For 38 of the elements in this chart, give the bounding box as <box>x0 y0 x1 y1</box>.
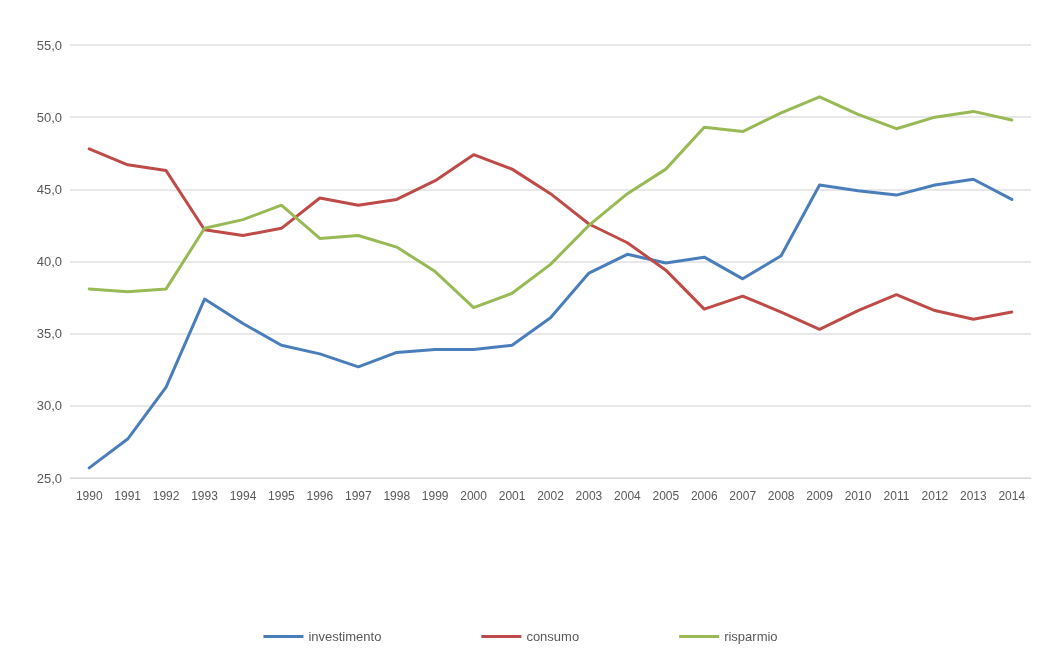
y-tick-label: 25,0 <box>36 470 62 486</box>
y-tick-label: 55,0 <box>36 37 62 53</box>
y-tick-label: 35,0 <box>36 326 62 342</box>
x-tick-label: 1993 <box>191 489 219 503</box>
legend-label: risparmio <box>724 629 778 644</box>
y-tick-label: 30,0 <box>36 398 62 414</box>
x-tick-label: 2009 <box>806 489 834 503</box>
x-tick-label: 1994 <box>229 489 257 503</box>
legend-label: consumo <box>526 629 580 644</box>
x-tick-label: 2001 <box>498 489 526 503</box>
x-tick-label: 2005 <box>652 489 680 503</box>
x-tick-label: 1999 <box>421 489 449 503</box>
x-tick-label: 1997 <box>344 489 372 503</box>
line-series <box>87 177 1014 470</box>
x-tick-label: 2013 <box>959 489 988 503</box>
x-tick-label: 2012 <box>921 489 949 503</box>
line-series <box>87 95 1014 310</box>
x-tick-label: 2000 <box>460 489 488 503</box>
x-tick-label: 2006 <box>690 489 718 503</box>
x-tick-label: 2004 <box>614 489 642 503</box>
x-tick-label: 2003 <box>575 489 603 503</box>
x-tick-label: 1990 <box>75 489 103 503</box>
x-tick-label: 2014 <box>998 489 1026 503</box>
y-tick-label: 50,0 <box>36 109 62 125</box>
line-series <box>87 147 1014 331</box>
x-tick-label: 2002 <box>537 489 565 503</box>
x-tick-label: 1998 <box>383 489 411 503</box>
x-tick-label: 2010 <box>844 489 872 503</box>
y-tick-label: 40,0 <box>36 254 62 269</box>
x-tick-label: 1995 <box>268 489 296 503</box>
x-tick-label: 2008 <box>767 489 795 503</box>
x-tick-label: 2007 <box>729 489 757 503</box>
x-tick-label: 2011 <box>883 489 910 503</box>
legend-label: investimento <box>308 629 382 644</box>
y-tick-label: 45,0 <box>36 181 62 197</box>
x-tick-label: 1991 <box>114 489 142 503</box>
x-tick-label: 1996 <box>306 489 334 503</box>
x-tick-label: 1992 <box>152 489 180 503</box>
